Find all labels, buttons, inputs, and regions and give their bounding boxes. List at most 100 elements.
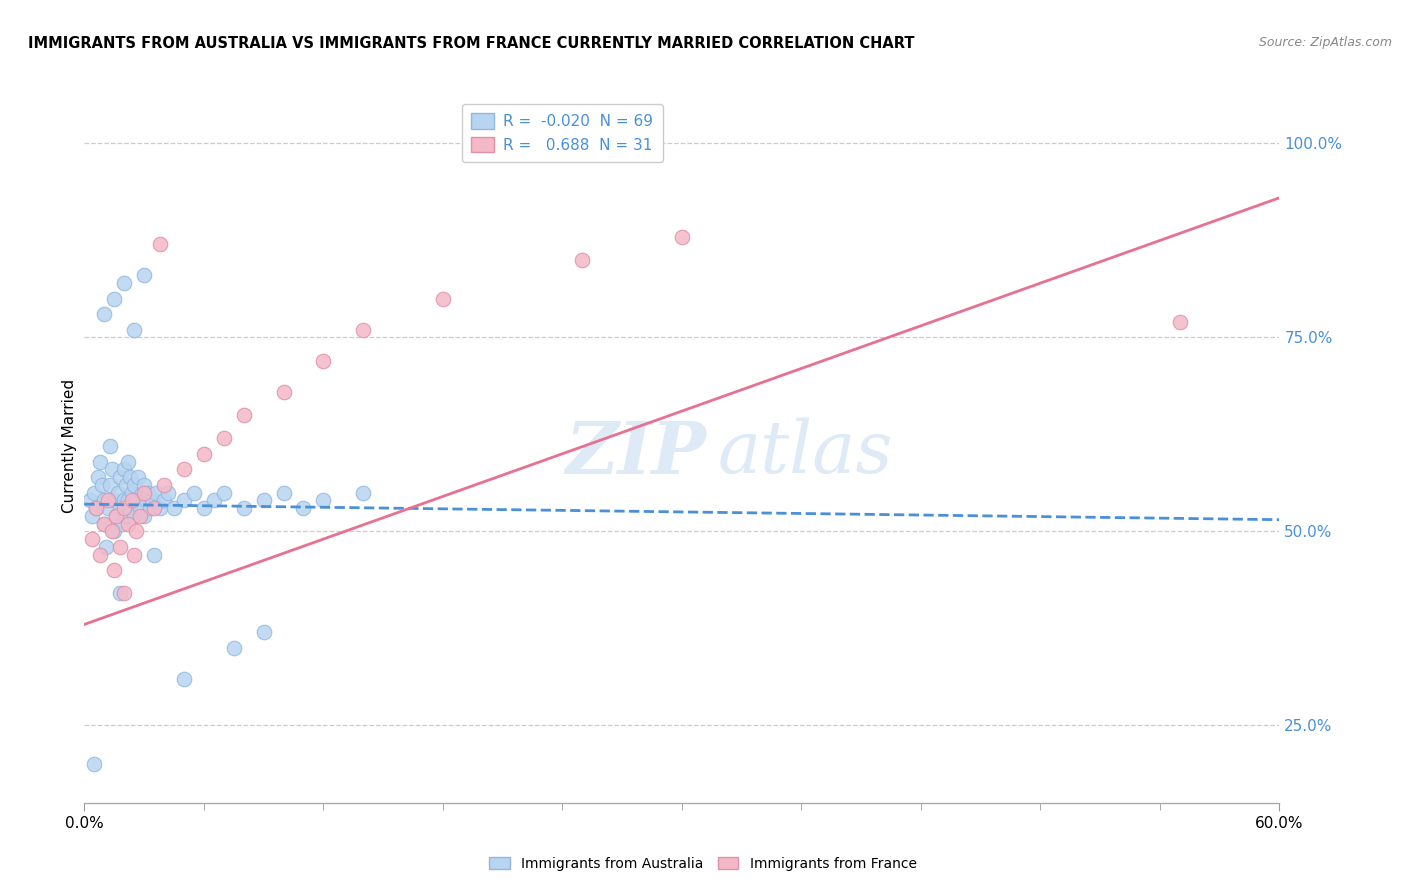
Point <box>141 493 163 508</box>
Point <box>110 501 132 516</box>
Point <box>98 477 121 491</box>
Point <box>312 493 335 508</box>
Point <box>173 493 195 508</box>
Text: IMMIGRANTS FROM AUSTRALIA VS IMMIGRANTS FROM FRANCE CURRENTLY MARRIED CORRELATIO: IMMIGRANTS FROM AUSTRALIA VS IMMIGRANTS … <box>28 36 915 51</box>
Text: atlas: atlas <box>718 417 893 489</box>
Point <box>117 454 139 468</box>
Point <box>132 477 156 491</box>
Point <box>232 501 254 516</box>
Point <box>202 493 225 508</box>
Point <box>82 532 104 546</box>
Point <box>91 477 114 491</box>
Point <box>110 470 132 484</box>
Point <box>112 493 135 508</box>
Point <box>120 501 142 516</box>
Point <box>103 524 125 539</box>
Point <box>117 516 139 531</box>
Point <box>132 268 156 283</box>
Point <box>352 323 374 337</box>
Point <box>149 501 172 516</box>
Point <box>121 493 143 508</box>
Point <box>136 485 159 500</box>
Point <box>86 501 108 516</box>
Point <box>173 672 195 686</box>
Text: ZIP: ZIP <box>565 417 706 489</box>
Point <box>93 516 115 531</box>
Point <box>253 625 276 640</box>
Point <box>111 516 134 531</box>
Point <box>89 548 111 562</box>
Point <box>129 508 152 523</box>
Point <box>183 485 205 500</box>
Point <box>103 563 125 577</box>
Point <box>93 307 115 321</box>
Point <box>273 384 295 399</box>
Point <box>125 524 148 539</box>
Point <box>143 548 166 562</box>
Point <box>89 454 111 468</box>
Point <box>112 462 135 476</box>
Point <box>105 508 128 523</box>
Point <box>120 470 142 484</box>
Point <box>105 508 128 523</box>
Point <box>312 353 335 368</box>
Point <box>173 462 195 476</box>
Point <box>122 323 145 337</box>
Point <box>101 524 124 539</box>
Point <box>83 757 105 772</box>
Point <box>122 548 145 562</box>
Point <box>139 501 162 516</box>
Point <box>149 237 172 252</box>
Point <box>87 470 110 484</box>
Point <box>97 501 120 516</box>
Point <box>103 292 125 306</box>
Point <box>79 493 101 508</box>
Point <box>127 470 149 484</box>
Point <box>96 540 118 554</box>
Point <box>193 447 215 461</box>
Point <box>132 508 156 523</box>
Y-axis label: Currently Married: Currently Married <box>62 379 77 513</box>
Point <box>212 431 235 445</box>
Point <box>93 516 115 531</box>
Legend: Immigrants from Australia, Immigrants from France: Immigrants from Australia, Immigrants fr… <box>484 851 922 876</box>
Point <box>143 501 166 516</box>
Point <box>1168 315 1191 329</box>
Point <box>273 485 295 500</box>
Point <box>157 485 180 500</box>
Legend: R =  -0.020  N = 69, R =   0.688  N = 31: R = -0.020 N = 69, R = 0.688 N = 31 <box>463 104 662 162</box>
Point <box>112 276 135 290</box>
Point <box>101 462 124 476</box>
Point <box>122 508 145 523</box>
Point <box>112 586 135 600</box>
Point <box>352 485 374 500</box>
Point <box>193 501 215 516</box>
Point <box>103 493 125 508</box>
Point <box>671 229 693 244</box>
Point <box>292 501 315 516</box>
Point <box>117 493 139 508</box>
Point <box>110 540 132 554</box>
Point <box>121 485 143 500</box>
Text: Source: ZipAtlas.com: Source: ZipAtlas.com <box>1258 36 1392 49</box>
Point <box>153 493 176 508</box>
Point <box>115 477 138 491</box>
Point <box>222 640 245 655</box>
Point <box>122 477 145 491</box>
Point <box>163 501 186 516</box>
Point <box>232 408 254 422</box>
Point <box>135 493 157 508</box>
Point <box>125 493 148 508</box>
Point <box>129 501 152 516</box>
Point <box>432 292 454 306</box>
Point <box>153 477 176 491</box>
Point <box>98 439 121 453</box>
Point <box>107 485 129 500</box>
Point <box>145 485 167 500</box>
Point <box>212 485 235 500</box>
Point <box>97 493 120 508</box>
Point <box>82 508 104 523</box>
Point <box>131 485 153 500</box>
Point <box>115 508 138 523</box>
Point <box>83 485 105 500</box>
